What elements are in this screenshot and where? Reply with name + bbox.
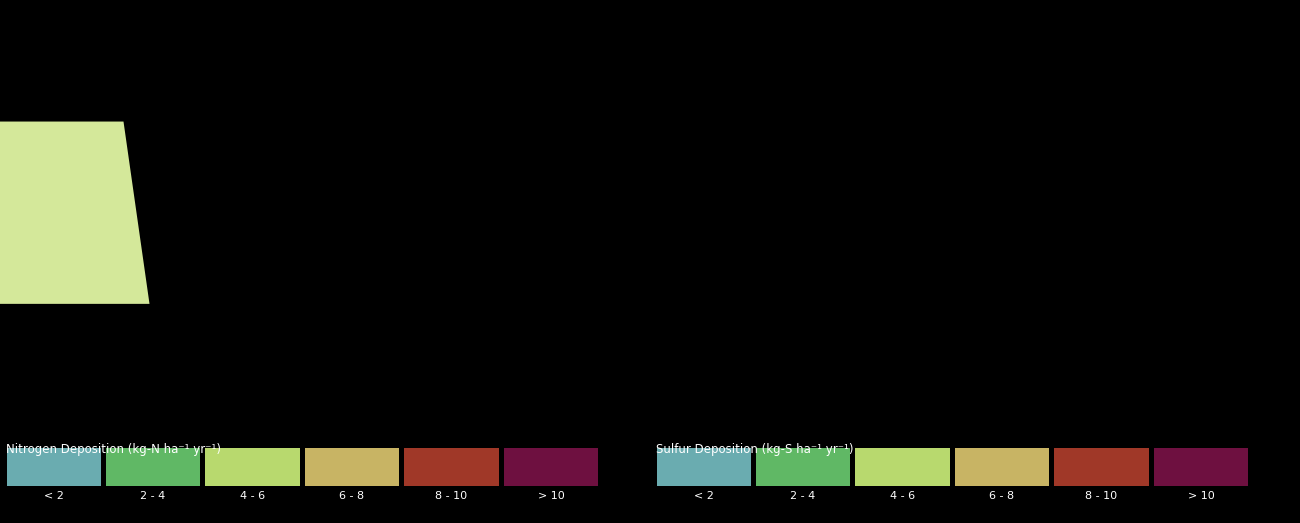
Text: 2019-2021 Average: 2019-2021 Average [516,404,637,417]
Bar [504,448,598,486]
Text: < 2: < 2 [694,491,714,501]
Text: 6 - 8: 6 - 8 [339,491,364,501]
Bar [107,448,200,486]
Bar [205,448,299,486]
Text: < 2: < 2 [44,491,64,501]
Polygon shape [0,121,150,304]
Bar [1054,448,1149,486]
Text: 8 - 10: 8 - 10 [436,491,468,501]
Text: 2 - 4: 2 - 4 [790,491,815,501]
Text: 6 - 8: 6 - 8 [989,491,1014,501]
Text: 4 - 6: 4 - 6 [891,491,915,501]
Bar [757,448,850,486]
Text: 2 - 4: 2 - 4 [140,491,165,501]
Text: > 10: > 10 [1187,491,1214,501]
Text: Nitrogen Deposition (kg-N ha⁻¹ yr⁻¹): Nitrogen Deposition (kg-N ha⁻¹ yr⁻¹) [6,443,221,456]
Text: Sulfur Deposition (kg-S ha⁻¹ yr⁻¹): Sulfur Deposition (kg-S ha⁻¹ yr⁻¹) [656,443,854,456]
Bar [656,448,751,486]
Text: 2019-2021 Average: 2019-2021 Average [1166,404,1287,417]
Bar [6,448,101,486]
Bar [304,448,399,486]
Bar [1154,448,1248,486]
Bar [954,448,1049,486]
Text: > 10: > 10 [537,491,564,501]
Text: 4 - 6: 4 - 6 [240,491,265,501]
Bar [855,448,949,486]
Bar [404,448,499,486]
Text: 8 - 10: 8 - 10 [1086,491,1118,501]
